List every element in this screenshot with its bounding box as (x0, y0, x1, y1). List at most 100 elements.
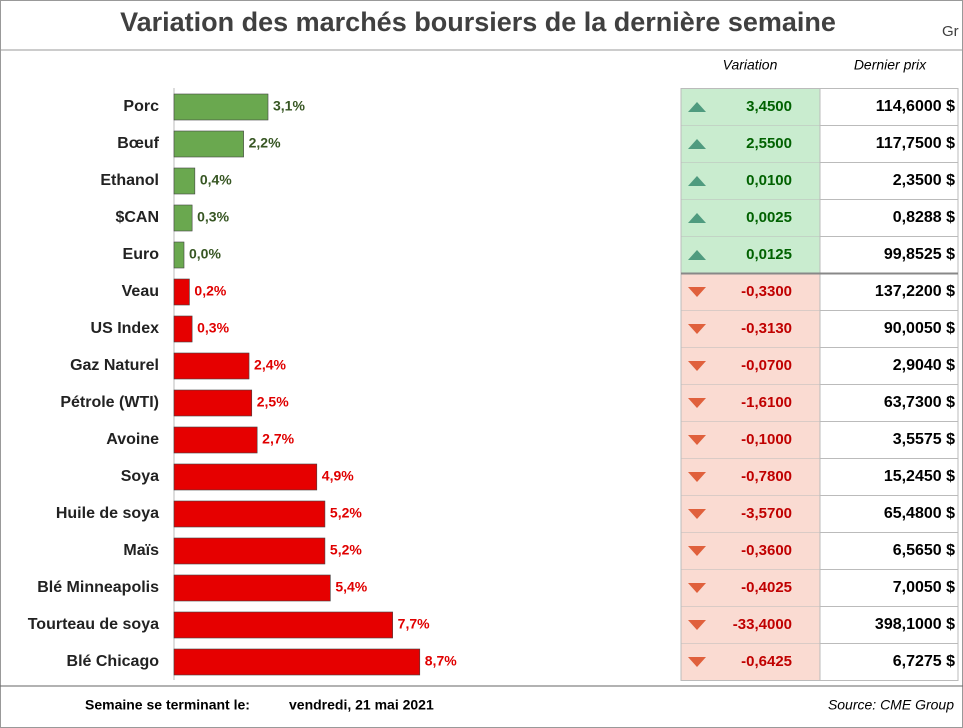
variation-value: -0,3300 (741, 283, 792, 300)
bar (173, 130, 244, 158)
value-label: 5,2% (330, 542, 362, 558)
trend-arrow (688, 139, 706, 149)
table-header: Variation (723, 57, 778, 73)
last-price: 137,2200 $ (875, 283, 955, 300)
last-price: 2,3500 $ (893, 172, 955, 189)
chart-title: Variation des marchés boursiers de la de… (120, 7, 836, 37)
trend-arrow (688, 472, 706, 482)
footer-date: vendredi, 21 mai 2021 (289, 697, 434, 713)
variation-value: -0,4025 (741, 579, 792, 596)
variation-value: -0,1000 (741, 431, 792, 448)
last-price: 114,6000 $ (876, 98, 955, 115)
variation-cell (681, 236, 820, 274)
category-label: $CAN (115, 209, 159, 226)
variation-value: 0,0025 (746, 209, 792, 226)
value-label: 2,2% (249, 135, 281, 151)
last-price: 90,0050 $ (884, 320, 955, 337)
last-price: 6,7275 $ (893, 653, 955, 670)
variation-cell (681, 495, 820, 533)
bar (173, 389, 253, 417)
value-label: 2,5% (257, 394, 289, 410)
bar (173, 204, 193, 232)
last-price: 7,0050 $ (893, 579, 955, 596)
category-label: Avoine (106, 431, 159, 448)
category-label: Bœuf (117, 135, 159, 152)
bar (173, 426, 258, 454)
variation-value: 2,5500 (746, 135, 792, 152)
bar (173, 537, 326, 565)
category-label: Euro (123, 246, 160, 263)
category-label: Porc (123, 98, 159, 115)
variation-cell (681, 310, 820, 348)
variation-cell (681, 569, 820, 607)
bar (173, 167, 196, 195)
trend-arrow (688, 287, 706, 297)
category-label: Huile de soya (56, 505, 159, 522)
variation-cell (681, 643, 820, 681)
variation-cell (681, 421, 820, 459)
category-label: Gaz Naturel (70, 357, 159, 374)
last-price: 99,8525 $ (884, 246, 955, 263)
last-price: 15,2450 $ (884, 468, 955, 485)
trend-arrow (688, 102, 706, 112)
category-label: Veau (122, 283, 159, 300)
category-label: Blé Minneapolis (37, 579, 159, 596)
category-label: Pétrole (WTI) (60, 394, 159, 411)
variation-value: -0,3130 (741, 320, 792, 337)
trend-arrow (688, 509, 706, 519)
trend-arrow (688, 361, 706, 371)
value-label: 5,2% (330, 505, 362, 521)
last-price: 2,9040 $ (893, 357, 955, 374)
variation-value: 0,0100 (746, 172, 792, 189)
category-label: Ethanol (100, 172, 159, 189)
category-label: Soya (121, 468, 159, 485)
variation-value: -1,6100 (741, 394, 792, 411)
table-header: Dernier prix (854, 57, 927, 73)
value-label: 5,4% (335, 579, 367, 595)
variation-cell (681, 347, 820, 385)
bar (173, 241, 185, 269)
last-price: 63,7300 $ (884, 394, 955, 411)
trend-arrow (688, 435, 706, 445)
category-label: US Index (91, 320, 160, 337)
variation-cell (681, 162, 820, 200)
footer-label: Semaine se terminant le: (85, 697, 250, 713)
value-label: 7,7% (398, 616, 430, 632)
last-price: 3,5575 $ (893, 431, 955, 448)
last-price: 6,5650 $ (893, 542, 955, 559)
last-price: 65,4800 $ (884, 505, 955, 522)
variation-cell (681, 384, 820, 422)
last-price: 0,8288 $ (893, 209, 955, 226)
trend-arrow (688, 546, 706, 556)
variation-value: -0,6425 (741, 653, 792, 670)
value-label: 3,1% (273, 98, 305, 114)
value-label: 0,3% (197, 320, 229, 336)
variation-cell (681, 199, 820, 237)
variation-cell (681, 273, 820, 311)
variation-cell (681, 458, 820, 496)
trend-arrow (688, 176, 706, 186)
category-label: Blé Chicago (67, 653, 160, 670)
variation-cell (681, 125, 820, 163)
footer-source: Source: CME Group (828, 697, 954, 713)
value-label: 2,4% (254, 357, 286, 373)
variation-cell (681, 532, 820, 570)
value-label: 4,9% (322, 468, 354, 484)
trend-arrow (688, 620, 706, 630)
trend-arrow (688, 583, 706, 593)
bar (173, 278, 190, 306)
variation-value: 0,0125 (746, 246, 792, 263)
value-label: 8,7% (425, 653, 457, 669)
bar (173, 574, 331, 602)
last-price: 117,7500 $ (876, 135, 955, 152)
value-label: 0,3% (197, 209, 229, 225)
trend-arrow (688, 324, 706, 334)
corner-label: Gr (942, 23, 959, 40)
bar (173, 500, 326, 528)
bar (173, 611, 393, 639)
category-label: Maïs (123, 542, 159, 559)
value-label: 2,7% (262, 431, 294, 447)
trend-arrow (688, 250, 706, 260)
